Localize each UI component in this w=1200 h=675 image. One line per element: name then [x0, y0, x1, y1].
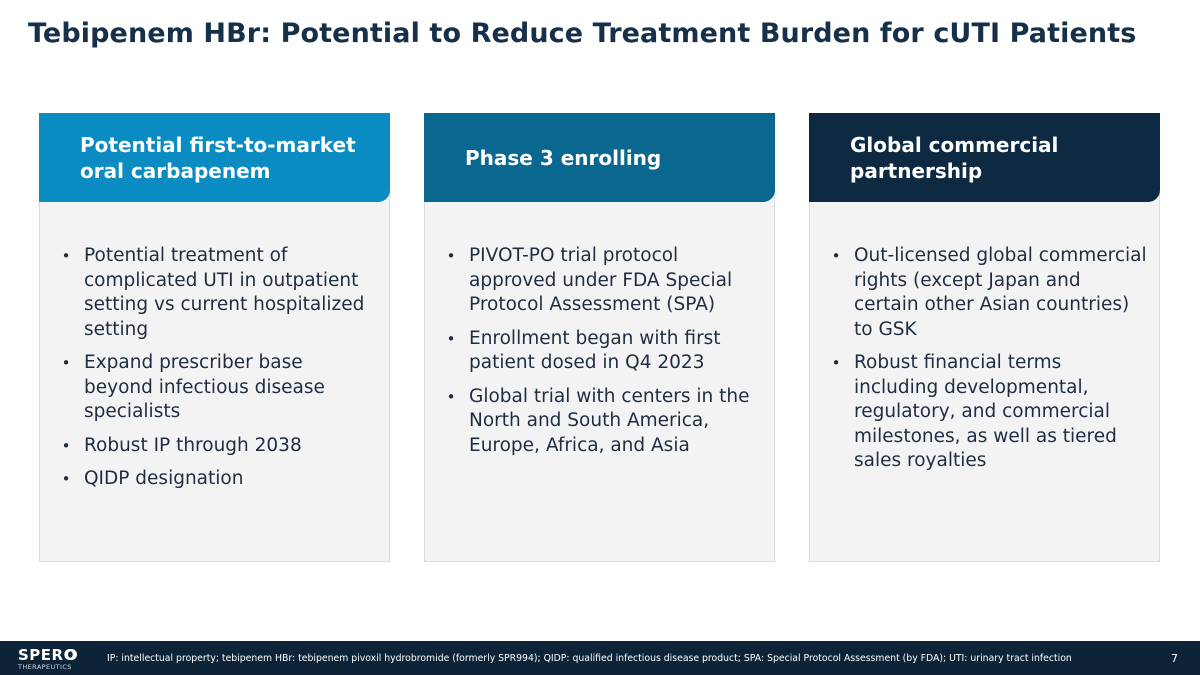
bullet-list: • PIVOT-PO trial protocol approved under …	[441, 244, 762, 467]
logo-subtext: THERAPEUTICS	[18, 663, 72, 671]
card-header: Potential first-to-market oral carbapene…	[39, 113, 390, 202]
bullet-icon: •	[831, 247, 841, 265]
bullet-icon: •	[61, 354, 71, 372]
bullet-icon: •	[61, 436, 71, 455]
card-heading: Global commercial partnership	[850, 132, 1058, 184]
list-item: • Expand prescriber base beyond infectiou…	[56, 351, 377, 425]
card-first-to-market: Potential first-to-market oral carbapene…	[39, 113, 390, 562]
card-heading-line: Global commercial	[850, 132, 1059, 157]
bullet-text: PIVOT-PO trial protocol approved under F…	[469, 245, 733, 315]
spero-logo: SPERO THERAPEUTICS	[18, 646, 78, 672]
bullet-text: Expand prescriber base beyond infectious…	[84, 352, 325, 422]
bullet-icon: •	[831, 354, 841, 372]
bullet-text: QIDP designation	[84, 468, 244, 489]
card-heading-line: Potential first-to-market	[80, 132, 356, 157]
list-item: • PIVOT-PO trial protocol approved under …	[441, 244, 762, 318]
list-item: • Enrollment began with first patient dos…	[441, 327, 762, 376]
bullet-icon: •	[61, 470, 71, 488]
bullet-list: • Out-licensed global commercial rights (…	[826, 244, 1147, 483]
bullet-icon: •	[446, 247, 456, 265]
bullet-text: Robust IP through 2038	[84, 434, 302, 456]
logo-wordmark: SPERO	[18, 646, 77, 664]
bullet-list: • Potential treatment of complicated UTI …	[56, 244, 377, 501]
list-item: • Global trial with centers in the North …	[441, 385, 762, 459]
card-heading-line: Phase 3 enrolling	[465, 145, 662, 170]
bullet-icon: •	[61, 247, 71, 265]
card-global-partnership: Global commercial partnership • Out-licen…	[809, 113, 1160, 562]
card-header: Phase 3 enrolling	[424, 113, 775, 202]
list-item: • Robust IP through 2038	[56, 434, 377, 459]
card-phase-3: Phase 3 enrolling • PIVOT-PO trial protoc…	[424, 113, 775, 562]
bullet-icon: •	[446, 329, 456, 348]
list-item: • Robust financial terms including develo…	[826, 351, 1147, 474]
bullet-text: Enrollment began with first patient dose…	[469, 327, 721, 374]
bullet-text: Potential treatment of complicated UTI i…	[84, 245, 365, 340]
card-header: Global commercial partnership	[809, 113, 1160, 202]
card-heading-line: oral carbapenem	[80, 158, 271, 183]
bullet-icon: •	[446, 387, 456, 406]
card-heading: Potential first-to-market oral carbapene…	[80, 132, 356, 184]
page-number: 7	[1171, 652, 1178, 665]
list-item: • QIDP designation	[56, 467, 377, 492]
list-item: • Out-licensed global commercial rights (…	[826, 244, 1147, 342]
logo-globe-icon	[66, 649, 77, 660]
footnote: IP: intellectual property; tebipenem HBr…	[107, 653, 1072, 664]
list-item: • Potential treatment of complicated UTI …	[56, 244, 377, 342]
slide-title: Tebipenem HBr: Potential to Reduce Treat…	[28, 18, 1137, 49]
bullet-text: Global trial with centers in the North a…	[469, 385, 750, 456]
card-heading: Phase 3 enrolling	[465, 145, 661, 171]
bullet-text: Robust financial terms including develop…	[854, 352, 1117, 471]
card-heading-line: partnership	[850, 158, 983, 183]
bullet-text: Out-licensed global commercial rights (e…	[854, 245, 1147, 340]
footer-bar: SPERO THERAPEUTICS IP: intellectual prop…	[0, 641, 1200, 675]
